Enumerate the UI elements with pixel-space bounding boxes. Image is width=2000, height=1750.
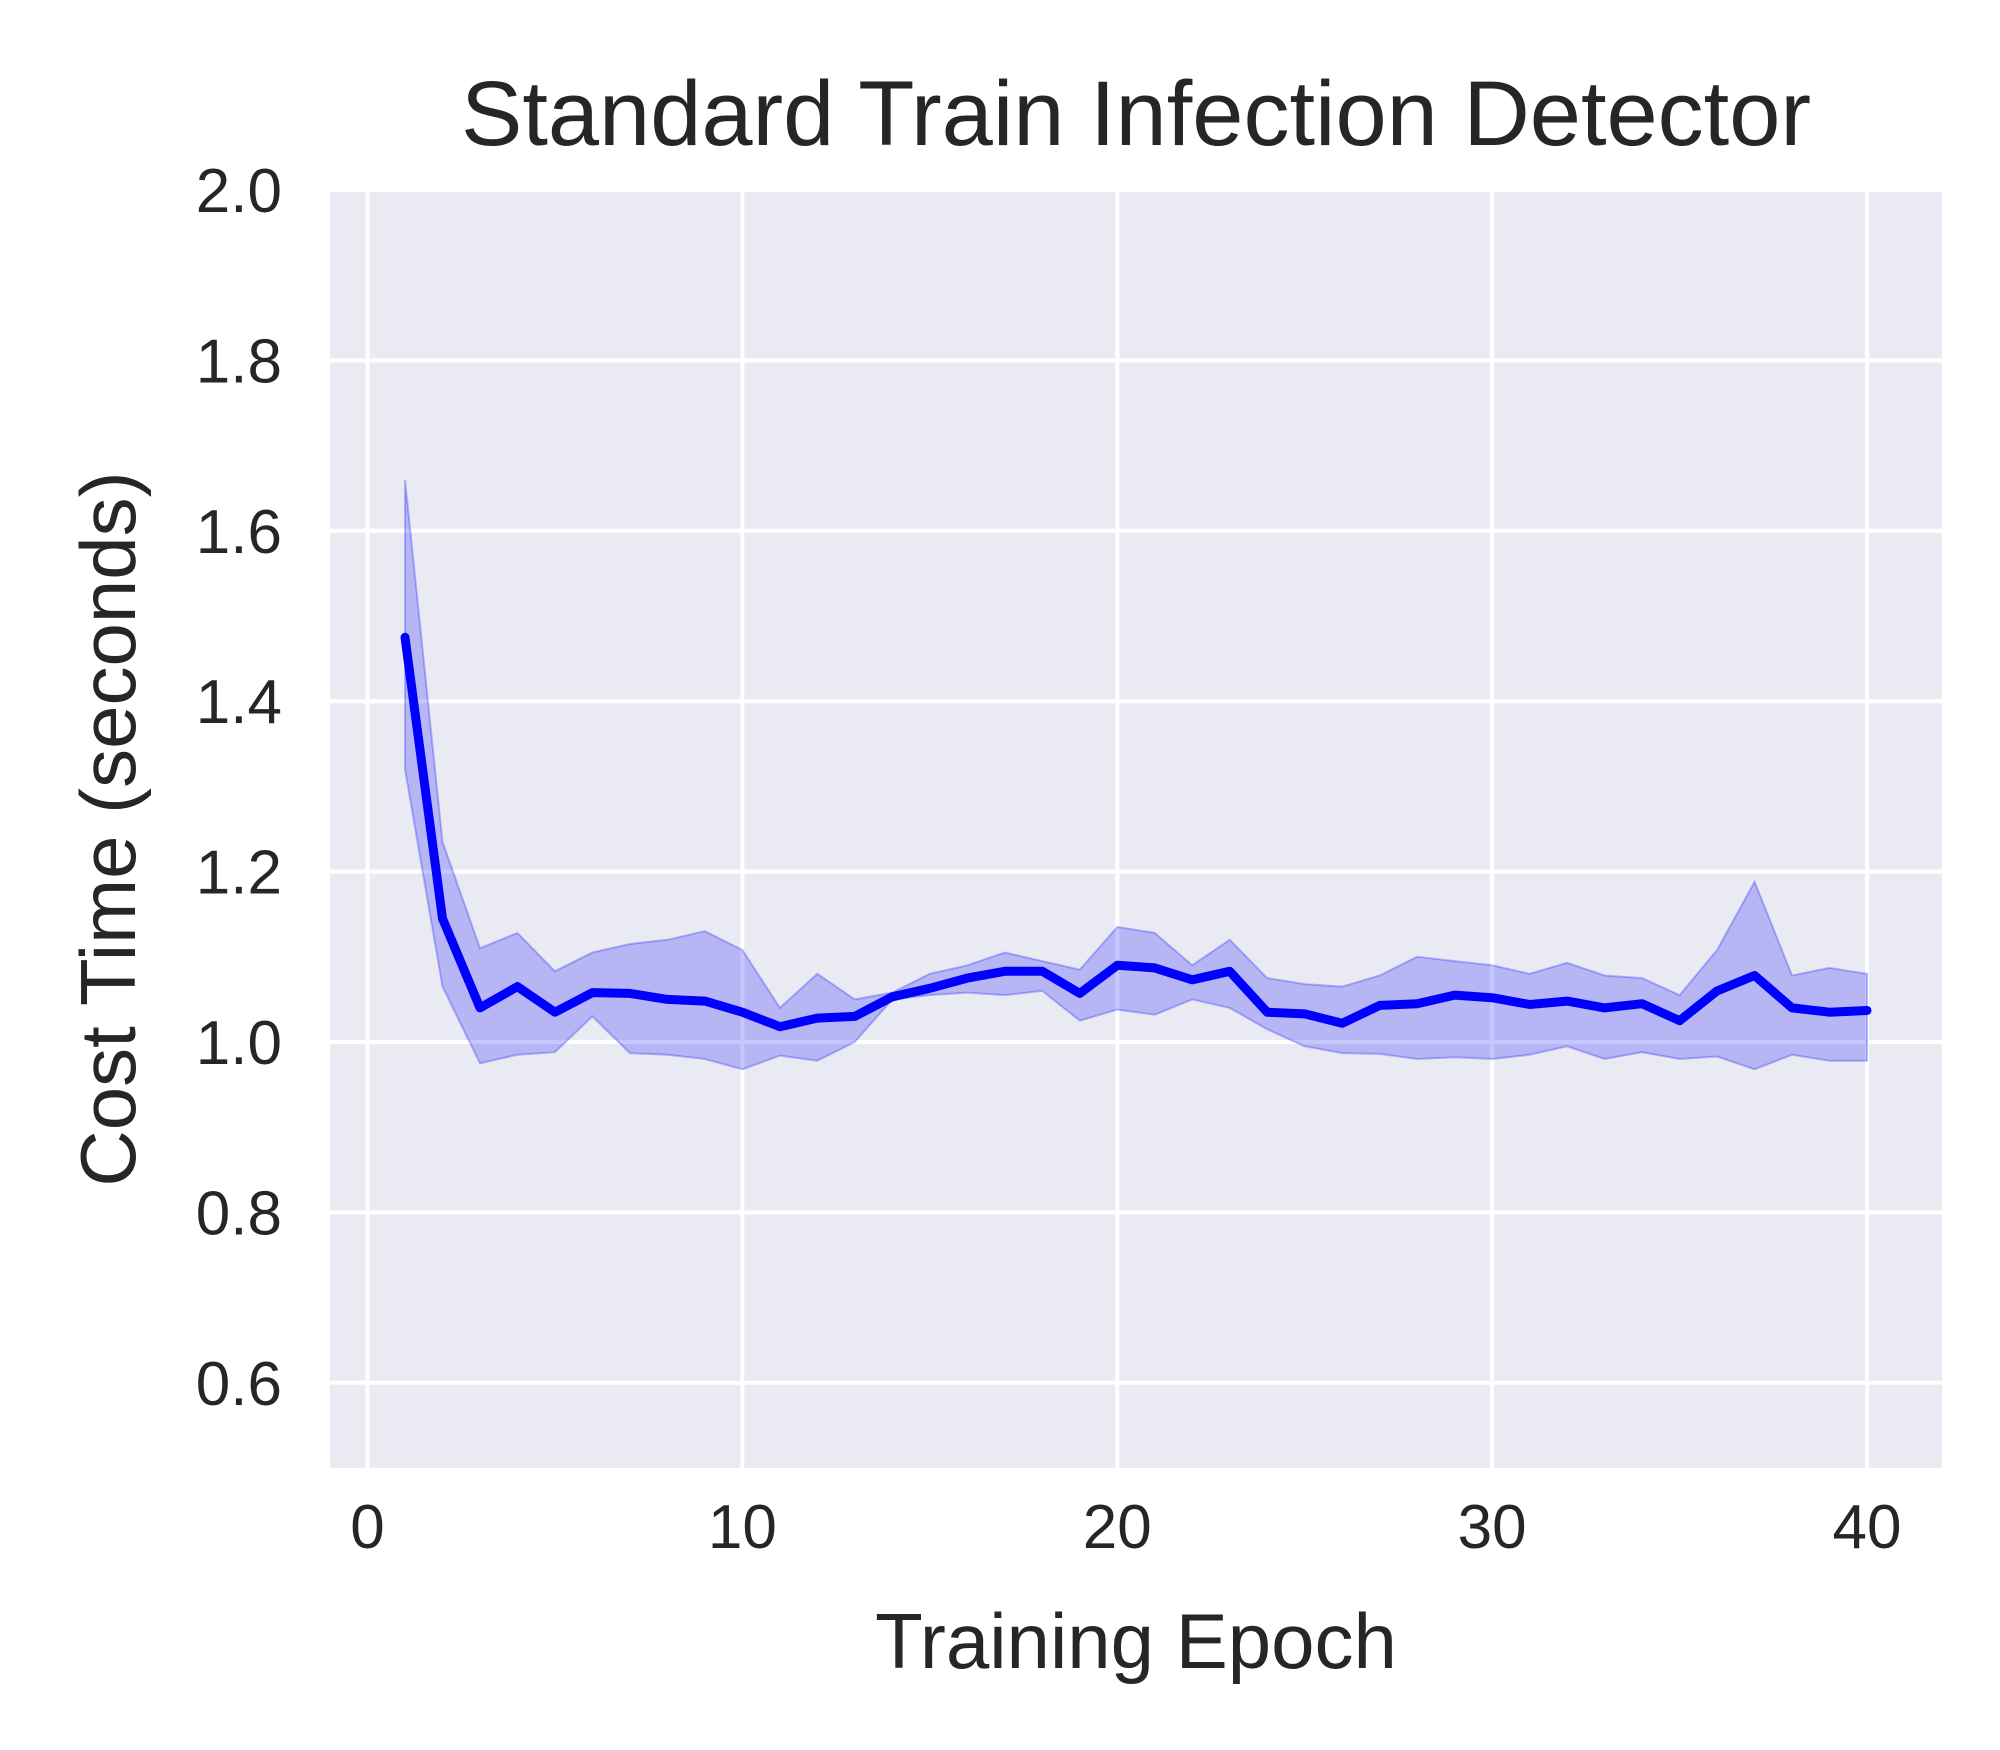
x-tick-label: 0 [350,1493,384,1562]
x-tick-label: 20 [1083,1493,1152,1562]
y-tick-label: 0.6 [196,1350,282,1419]
x-tick-label: 10 [708,1493,777,1562]
x-tick-label: 40 [1833,1493,1902,1562]
y-tick-label: 1.4 [196,668,282,737]
grid-lines [330,188,1942,1468]
x-axis-label: Training Epoch [875,1597,1397,1685]
y-tick-label: 0.8 [196,1179,282,1248]
y-tick-label: 1.2 [196,839,282,908]
chart-title: Standard Train Infection Detector [461,63,1811,165]
y-tick-label: 1.8 [196,327,282,396]
tick-labels: 0 10 20 30 40 0.6 0.8 1.0 1.2 1.4 1.6 1.8 2.0 [196,157,1902,1562]
y-tick-label: 1.6 [196,498,282,567]
series-line [400,632,1872,1032]
y-axis-label: Cost Time (seconds) [64,471,152,1186]
y-tick-label: 1.0 [196,1009,282,1078]
x-tick-label: 30 [1458,1493,1527,1562]
y-tick-label: 2.0 [196,157,282,226]
plot-background [330,190,1942,1468]
